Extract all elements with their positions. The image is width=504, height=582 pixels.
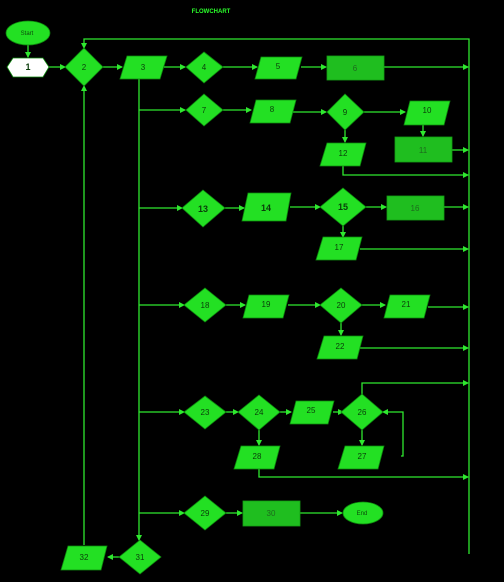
node-28: 28 [233,445,281,470]
node-19: 19 [242,294,290,319]
node-29: 29 [183,495,227,531]
end-label: End [357,511,368,517]
node-12: 12 [319,142,367,167]
node-16: 16 [386,195,445,221]
node-6-label: 6 [353,64,358,73]
node-14: 14 [241,192,292,222]
node-27-label: 27 [358,452,367,461]
node-10-label: 10 [423,106,432,115]
node-31-label: 31 [136,553,145,562]
node-4: 4 [185,51,224,84]
node-23: 23 [183,395,227,430]
node-2: 2 [64,47,104,87]
node-29-label: 29 [201,509,210,518]
node-30-label: 30 [267,509,276,518]
node-20: 20 [319,287,363,324]
node-8-label: 8 [270,105,275,114]
node-21-label: 21 [402,300,411,309]
node-8: 8 [249,99,297,124]
node-17-label: 17 [335,243,344,252]
node-22: 22 [316,335,364,360]
node-11: 11 [394,136,453,163]
node-21: 21 [383,294,431,319]
start-label: Start [21,31,34,37]
node-25: 25 [289,400,335,425]
node-11-label: 11 [419,146,428,155]
node-28-label: 28 [253,452,262,461]
node-5-label: 5 [276,62,281,71]
node-15: 15 [319,187,367,227]
node-23-label: 23 [201,408,210,417]
node-31: 31 [118,539,162,575]
node-13-label: 13 [198,204,208,214]
node-5: 5 [254,56,303,80]
node-27: 27 [337,445,385,470]
node-7: 7 [185,93,224,127]
node-15-label: 15 [338,202,348,212]
node-2-label: 2 [82,63,87,72]
node-24-label: 24 [255,408,264,417]
node-1: 1 [6,57,50,78]
node-25-label: 25 [307,406,316,415]
node-19-label: 19 [262,300,271,309]
node-30: 30 [242,500,301,527]
start-terminal: Start [5,20,51,46]
node-32-label: 32 [80,553,89,562]
flowchart-title: FLOWCHART [192,9,231,15]
node-6: 6 [326,55,385,81]
node-20-label: 20 [337,301,346,310]
node-18-label: 18 [201,301,210,310]
node-26: 26 [340,393,384,431]
node-32: 32 [60,545,108,571]
node-10: 10 [403,100,451,126]
node-17: 17 [315,236,363,261]
node-14-label: 14 [261,203,271,213]
node-9-label: 9 [343,108,348,117]
connectors [25,38,470,560]
node-13: 13 [181,189,226,228]
node-3-label: 3 [141,63,146,72]
node-1-label: 1 [25,62,30,72]
node-7-label: 7 [202,106,207,115]
node-12-label: 12 [339,149,348,158]
node-26-label: 26 [358,408,367,417]
node-9: 9 [326,93,365,131]
node-3: 3 [119,55,168,80]
node-22-label: 22 [336,342,345,351]
node-16-label: 16 [411,204,420,213]
node-4-label: 4 [202,63,207,72]
end-terminal: End [342,501,384,525]
node-24: 24 [237,394,281,431]
node-18: 18 [183,287,227,323]
